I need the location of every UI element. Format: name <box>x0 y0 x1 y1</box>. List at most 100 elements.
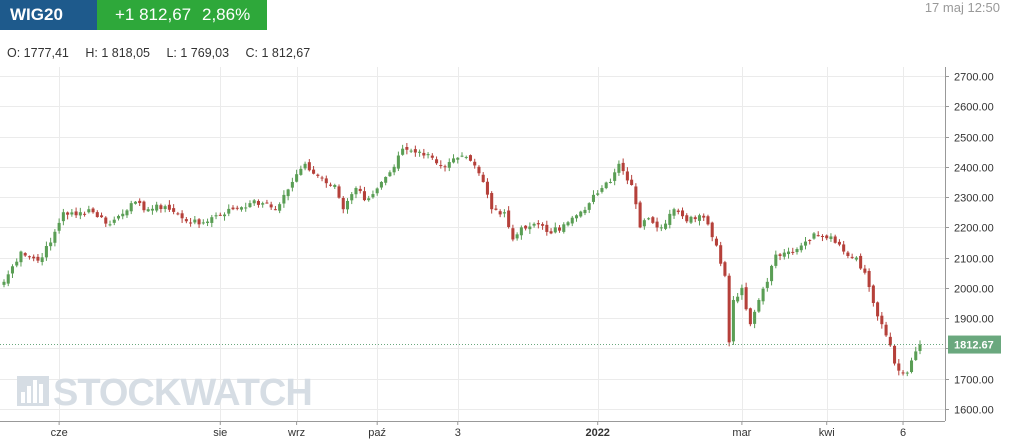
candle-body <box>655 221 659 228</box>
candle-body <box>451 158 456 163</box>
candle-body <box>108 224 112 226</box>
x-tick-label: kwi <box>819 427 835 439</box>
candle-body <box>914 351 918 360</box>
candle-body <box>430 155 434 158</box>
candle-body <box>558 227 562 231</box>
candle-body <box>748 308 752 325</box>
candle-body <box>850 256 854 258</box>
candle-body <box>273 209 277 211</box>
x-tick-label: 6 <box>900 427 906 439</box>
candle-body <box>345 200 350 210</box>
candle-body <box>621 162 625 172</box>
candle-body <box>379 181 383 188</box>
candle-body <box>808 239 812 241</box>
candle-body <box>481 174 485 182</box>
candle-body <box>477 166 481 174</box>
candle-body <box>392 166 396 173</box>
candle-body <box>770 265 774 282</box>
candle-body <box>689 216 693 223</box>
candle-body <box>625 171 629 181</box>
ohlc-high: H: 1 818,05 <box>85 46 150 60</box>
candle-body <box>888 336 892 346</box>
change-percent: 2,86% <box>202 5 251 24</box>
candle-body <box>401 148 405 155</box>
candle-body <box>651 217 655 223</box>
candle-body <box>901 372 905 374</box>
candle-body <box>761 288 765 302</box>
candle-body <box>803 241 808 246</box>
candle-body <box>536 223 540 225</box>
candle-body <box>668 213 672 225</box>
candle-body <box>528 226 532 230</box>
candle-body <box>697 215 702 221</box>
candle-body <box>498 211 502 215</box>
candle-body <box>189 222 193 224</box>
candle-body <box>897 363 901 371</box>
candle-body <box>66 212 70 215</box>
candle-body <box>854 257 858 260</box>
candle-body <box>642 220 646 227</box>
candle-body <box>95 212 99 218</box>
ohlc-open: O: 1777,41 <box>7 46 69 60</box>
candle-body <box>617 163 621 173</box>
candle-body <box>833 236 837 243</box>
candle-body <box>282 194 286 204</box>
candle-body <box>545 224 549 232</box>
last-price-marker: 1812.67 <box>0 335 1001 354</box>
candle-body <box>842 244 846 252</box>
candle-body <box>596 193 600 195</box>
candle-body <box>918 344 922 351</box>
candle-body <box>244 207 248 209</box>
candle-body <box>782 252 786 257</box>
candle-body <box>396 155 400 169</box>
candle-body <box>40 257 44 263</box>
candle-body <box>532 223 536 226</box>
candle-body <box>502 212 506 214</box>
candles <box>2 143 922 377</box>
candle-body <box>871 285 875 303</box>
candle-body <box>680 210 685 217</box>
x-tick-label: wrz <box>287 427 305 439</box>
candle-body <box>150 208 154 211</box>
candle-body <box>753 311 757 324</box>
candle-body <box>2 281 6 285</box>
candle-body <box>413 149 417 153</box>
candle-body <box>367 198 371 201</box>
candle-body <box>460 155 464 157</box>
candle-body <box>299 168 303 175</box>
candle-body <box>53 231 57 243</box>
y-tick-label: 2200.00 <box>954 223 994 235</box>
candle-body <box>613 172 617 181</box>
candle-body <box>490 193 494 210</box>
candle-body <box>197 219 201 225</box>
ohlc-bar: O: 1777,41 H: 1 818,05 L: 1 769,03 C: 1 … <box>7 46 323 60</box>
candle-body <box>384 176 388 183</box>
candle-body <box>829 236 833 239</box>
candle-body <box>524 225 528 229</box>
candle-body <box>121 213 125 217</box>
candle-body <box>133 201 137 204</box>
candle-body <box>744 287 748 310</box>
candle-body <box>795 248 799 253</box>
candle-body <box>329 184 333 186</box>
candle-body <box>362 191 366 201</box>
candle-body <box>905 372 909 374</box>
candle-body <box>876 302 880 317</box>
candle-body <box>859 255 863 269</box>
candle-body <box>27 256 31 258</box>
candle-body <box>87 209 91 213</box>
candle-body <box>774 254 778 266</box>
last-price-label: 1812.67 <box>954 340 994 352</box>
candle-body <box>719 245 723 264</box>
x-tick-label: 2022 <box>585 427 609 439</box>
candle-body <box>757 299 761 312</box>
candle-body <box>176 213 180 215</box>
candle-body <box>485 181 489 195</box>
y-tick-label: 1700.00 <box>954 375 994 387</box>
candle-body <box>180 213 184 219</box>
candle-body <box>727 275 731 343</box>
candle-body <box>837 241 841 245</box>
candle-body <box>337 186 341 198</box>
candle-body <box>468 155 473 161</box>
